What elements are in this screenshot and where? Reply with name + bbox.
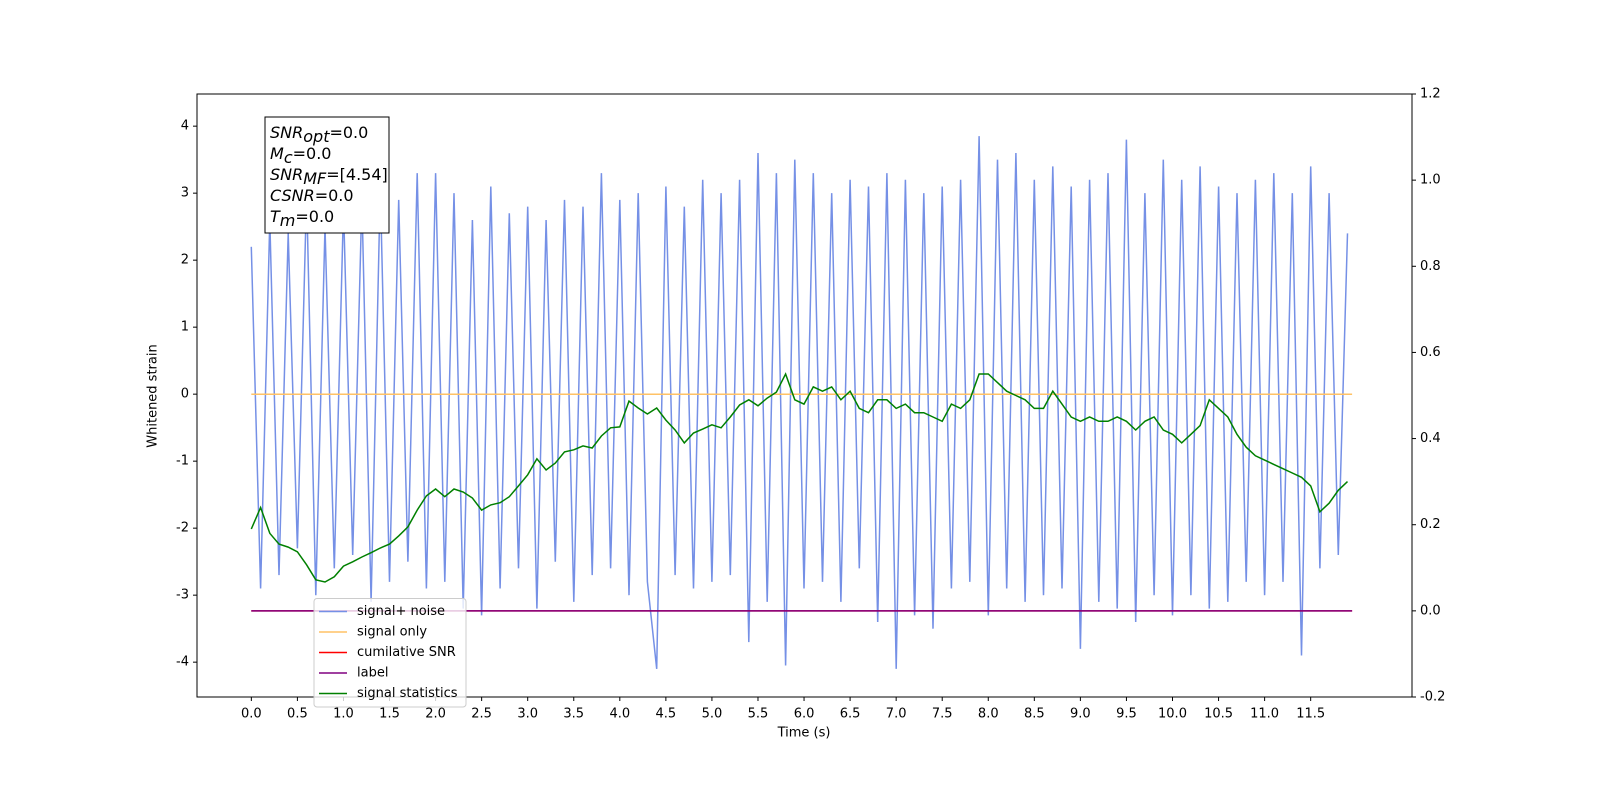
- annotation-text: =0.0: [293, 144, 332, 163]
- x-tick-label: 5.5: [748, 707, 769, 722]
- annotation-text: =0.0: [329, 123, 368, 142]
- annotation-main: SNR: [270, 123, 303, 142]
- annotation-sub: MF: [303, 169, 327, 188]
- x-tick-label: 0.0: [241, 707, 262, 722]
- y-tick-label: -3: [176, 588, 189, 603]
- y-tick-label: -2: [176, 521, 189, 536]
- annotation-line: Tm=0.0: [270, 207, 334, 230]
- x-axis-label: Time (s): [777, 726, 831, 741]
- series-line: [250, 372, 1349, 583]
- x-tick-label: 3.5: [563, 707, 584, 722]
- x-tick-label: 1.5: [379, 707, 400, 722]
- x-tick-label: 5.0: [702, 707, 723, 722]
- x-tick-label: 4.5: [656, 707, 677, 722]
- annotation-line: Mc=0.0: [270, 144, 331, 167]
- annotation-sub: c: [284, 148, 293, 167]
- legend: signal+ noise signal only cumilative SNR la…: [313, 598, 467, 708]
- x-tick-label: 9.0: [1070, 707, 1091, 722]
- y-tick-label: 4: [181, 119, 189, 134]
- legend-label: label: [357, 666, 388, 681]
- x-tick-label: 10.0: [1158, 707, 1187, 722]
- legend-label: cumilative SNR: [357, 645, 456, 660]
- x-tick-label: 8.0: [978, 707, 999, 722]
- x-tick-label: 3.0: [517, 707, 538, 722]
- annotation-text: =0.0: [295, 207, 334, 226]
- y-tick-label: 2: [181, 253, 189, 268]
- y-tick-label: 0: [181, 387, 189, 402]
- x-tick-label: 7.0: [886, 707, 907, 722]
- annotation-text: =0.0: [315, 186, 354, 205]
- y-tick-label: -1: [176, 454, 189, 469]
- x-tick-label: 6.5: [840, 707, 861, 722]
- annotation-main: M: [270, 144, 284, 163]
- plot-frame: [196, 93, 1413, 698]
- x-tick-label: 2.0: [425, 707, 446, 722]
- x-tick-label: 9.5: [1116, 707, 1137, 722]
- x-tick-label: 1.0: [333, 707, 354, 722]
- y2-tick-label: 0.6: [1420, 345, 1441, 360]
- legend-label: signal statistics: [357, 686, 458, 701]
- y2-tick-label: 1.0: [1420, 173, 1441, 188]
- annotation-main: T: [270, 207, 281, 226]
- annotation-line: SNRopt=0.0: [270, 123, 368, 146]
- y2-tick-label: 0.2: [1420, 517, 1441, 532]
- x-tick-label: 4.0: [609, 707, 630, 722]
- annotation-main: SNR: [270, 165, 303, 184]
- annotation-frame: [264, 116, 390, 234]
- x-tick-label: 7.5: [932, 707, 953, 722]
- annotation-line: SNRMF=[4.54]: [270, 165, 388, 188]
- annotation-sub: m: [280, 211, 296, 230]
- legend-label: signal+ noise: [357, 604, 445, 619]
- annotation-box: SNRopt=0.0Mc=0.0SNRMF=[4.54]CSNR=0.0Tm=0…: [264, 116, 390, 234]
- y2-tick-label: 0.0: [1420, 603, 1441, 618]
- x-tick-label: 2.5: [471, 707, 492, 722]
- legend-label: signal only: [357, 625, 427, 640]
- y-axis-label: Whitened strain: [146, 344, 161, 447]
- x-tick-label: 10.5: [1204, 707, 1233, 722]
- y2-tick-label: 1.2: [1420, 87, 1441, 102]
- x-tick-label: 11.5: [1296, 707, 1325, 722]
- y-tick-label: 1: [181, 320, 189, 335]
- y2-tick-label: 0.8: [1420, 259, 1441, 274]
- annotation-sub: opt: [303, 127, 330, 146]
- x-tick-label: 8.5: [1024, 707, 1045, 722]
- annotation-line: CSNR=0.0: [270, 186, 354, 205]
- y2-tick-label: 0.4: [1420, 431, 1441, 446]
- x-tick-label: 0.5: [287, 707, 308, 722]
- annotation-text: =[4.54]: [326, 165, 388, 184]
- y-tick-label: 3: [181, 186, 189, 201]
- y-tick-label: -4: [176, 655, 189, 670]
- y2-tick-label: -0.2: [1420, 690, 1445, 705]
- x-tick-label: 6.0: [794, 707, 815, 722]
- x-tick-label: 11.0: [1250, 707, 1279, 722]
- annotation-main: CSNR: [270, 186, 315, 205]
- legend-frame: [313, 598, 467, 708]
- series-line: [250, 136, 1349, 669]
